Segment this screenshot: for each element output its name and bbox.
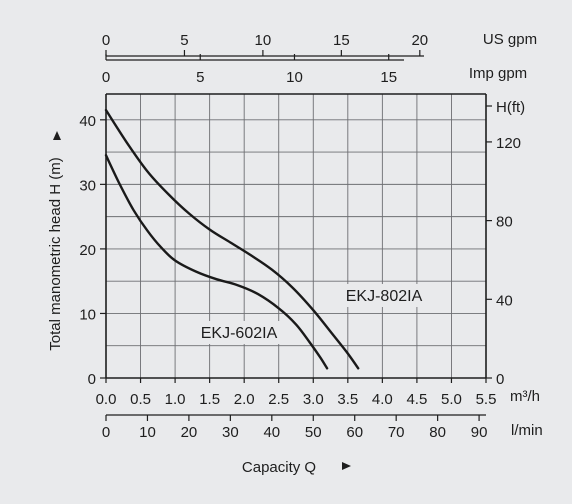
grid — [106, 94, 486, 378]
lmin-tick-label: 60 — [346, 424, 363, 441]
x-tick-label: 0.0 — [96, 391, 117, 408]
series-lines — [104, 108, 360, 370]
y-tick-label: 30 — [79, 177, 96, 194]
x-tick-label: 4.0 — [372, 391, 393, 408]
x-tick-label: 1.0 — [165, 391, 186, 408]
y-axis-title: Total manometric head H (m) — [47, 157, 64, 350]
imp-gpm-unit-label: Imp gpm — [469, 65, 527, 82]
h-ft-tick-label: 40 — [496, 292, 513, 309]
axis-titles: Total manometric head H (m) Capacity Q — [47, 131, 351, 476]
lmin-tick-label: 30 — [222, 424, 239, 441]
lmin-tick-label: 90 — [471, 424, 488, 441]
y-axis-arrow-icon — [53, 131, 61, 140]
imp-gpm-tick-label: 0 — [102, 69, 110, 86]
series-labels: EKJ-602IA EKJ-802IA — [189, 284, 434, 344]
lmin-tick-label: 40 — [263, 424, 280, 441]
x-tick-label: 5.5 — [476, 391, 497, 408]
y-tick-label: 0 — [88, 371, 96, 388]
imp-gpm-tick-label: 10 — [286, 69, 303, 86]
series-label-bg-ekj-802ia — [334, 284, 434, 307]
us-gpm-unit-label: US gpm — [483, 31, 537, 48]
h-ft-tick-label: 80 — [496, 214, 513, 231]
tick-labels: 0 10 20 30 40 0.0 0.5 1.0 1.5 2.0 2.5 3.0 3.5 4.0 4.5 5… — [79, 31, 542, 441]
x-unit-label: m³/h — [510, 388, 540, 405]
h-ft-unit-label: H(ft) — [496, 99, 525, 116]
series-line-ekj-802ia — [104, 108, 360, 370]
lmin-tick-label: 70 — [388, 424, 405, 441]
x-axis-arrow-icon — [342, 462, 351, 470]
x-tick-label: 1.5 — [199, 391, 220, 408]
lmin-tick-label: 80 — [429, 424, 446, 441]
x-tick-label: 5.0 — [441, 391, 462, 408]
series-label-ekj-802ia: EKJ-802IA — [346, 288, 423, 305]
x-axis-title: Capacity Q — [242, 459, 316, 476]
axes — [100, 50, 492, 421]
series-label-bg-ekj-602ia — [189, 321, 289, 344]
lmin-tick-label: 20 — [181, 424, 198, 441]
x-tick-label: 2.5 — [268, 391, 289, 408]
h-ft-tick-label: 0 — [496, 371, 504, 388]
lmin-tick-label: 50 — [305, 424, 322, 441]
x-tick-label: 4.5 — [406, 391, 427, 408]
x-tick-label: 3.0 — [303, 391, 324, 408]
series-label-ekj-602ia: EKJ-602IA — [201, 325, 278, 342]
lmin-tick-label: 0 — [102, 424, 110, 441]
x-tick-label: 3.5 — [337, 391, 358, 408]
y-tick-label: 40 — [79, 113, 96, 130]
us-gpm-tick-label: 15 — [333, 32, 350, 49]
imp-gpm-tick-label: 5 — [196, 69, 204, 86]
us-gpm-tick-label: 10 — [255, 32, 272, 49]
us-gpm-tick-label: 5 — [180, 32, 188, 49]
y-tick-label: 10 — [79, 306, 96, 323]
series-line-ekj-602ia — [104, 154, 329, 370]
imp-gpm-tick-label: 15 — [380, 69, 397, 86]
x-tick-label: 0.5 — [130, 391, 151, 408]
lmin-unit-label: l/min — [511, 422, 543, 439]
us-gpm-tick-label: 20 — [411, 32, 428, 49]
x-tick-label: 2.0 — [234, 391, 255, 408]
y-tick-label: 20 — [79, 242, 96, 259]
h-ft-tick-label: 120 — [496, 135, 521, 152]
lmin-tick-label: 10 — [139, 424, 156, 441]
us-gpm-tick-label: 0 — [102, 32, 110, 49]
